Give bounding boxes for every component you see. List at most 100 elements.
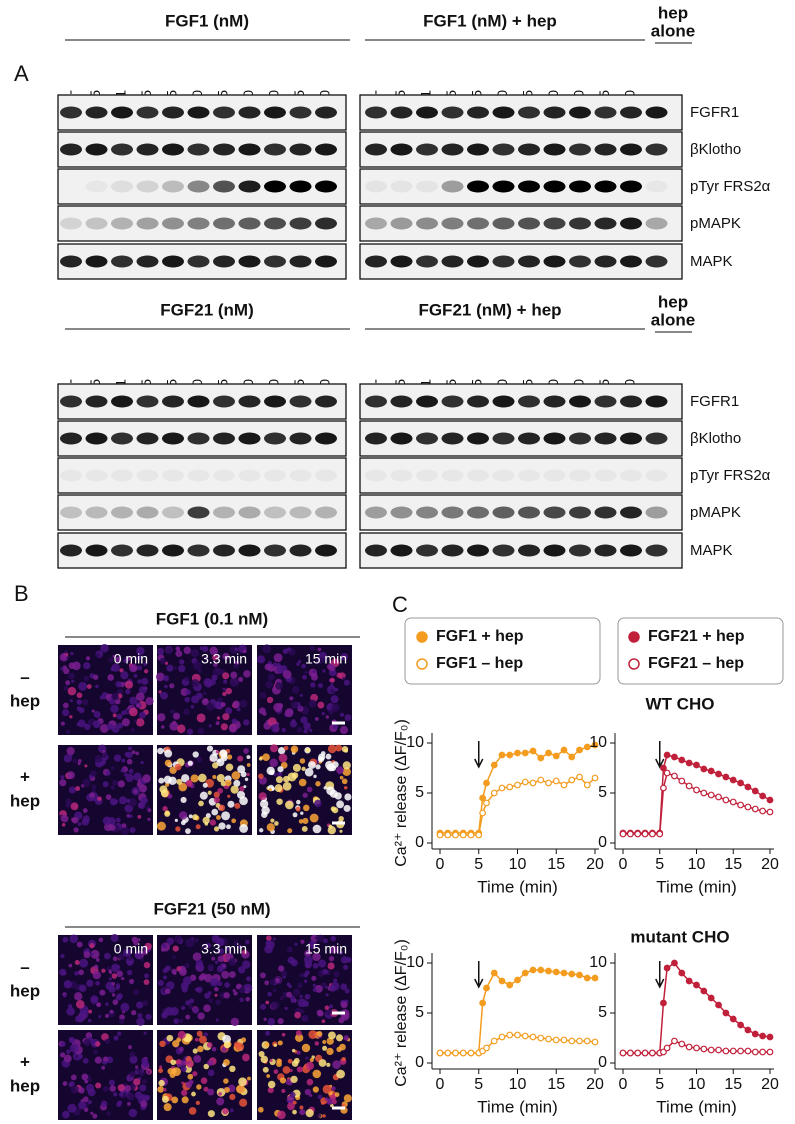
cell [178, 782, 188, 792]
cell [129, 696, 138, 705]
y-tick-label: 10 [589, 734, 607, 751]
cell [163, 775, 172, 784]
blot-band [543, 432, 566, 445]
row-label: pMAPK [690, 215, 741, 232]
cell [228, 958, 237, 967]
x-tick-label: 20 [761, 1076, 779, 1093]
data-point [744, 1026, 752, 1034]
cell [125, 688, 131, 695]
cell [111, 963, 120, 973]
blot-band [594, 143, 617, 156]
cell [302, 817, 309, 824]
cell [112, 779, 119, 786]
cell [213, 662, 218, 667]
cell [88, 1009, 93, 1014]
blot-band [187, 469, 210, 482]
data-point [545, 967, 552, 975]
cell [237, 765, 246, 774]
time-label: 0 min [114, 941, 148, 957]
cell [342, 761, 351, 770]
cell [92, 1113, 98, 1119]
cell [340, 956, 349, 964]
cell [159, 657, 166, 664]
cell [116, 970, 123, 978]
cell [223, 752, 228, 756]
cell [162, 943, 167, 949]
cell [339, 775, 344, 780]
blot-band [467, 506, 489, 519]
cell [99, 723, 109, 733]
cell [175, 650, 183, 658]
cell [65, 680, 71, 686]
cell [192, 1006, 200, 1014]
cell [279, 1077, 287, 1084]
blot-band [467, 255, 489, 268]
cell [111, 981, 116, 986]
blot-band [162, 143, 184, 156]
blot-band [85, 106, 108, 119]
cell [70, 1074, 77, 1081]
cell [62, 702, 69, 709]
cell [89, 942, 95, 949]
cell [128, 768, 134, 774]
cell [83, 675, 90, 682]
cell [193, 1055, 202, 1063]
cell [329, 985, 337, 992]
cell [115, 681, 122, 688]
cell [164, 749, 173, 758]
cell [332, 1099, 337, 1105]
cell [265, 1000, 270, 1005]
legend-label: FGF21 + hep [648, 628, 745, 645]
cell [63, 980, 72, 989]
blot-band [543, 143, 566, 156]
cell [165, 647, 173, 654]
cell [208, 991, 212, 995]
series-line [623, 771, 771, 835]
blot-frame [57, 457, 347, 494]
cell [118, 1018, 125, 1024]
blot-band [213, 106, 235, 119]
arrow-head [474, 978, 484, 989]
cell [325, 1008, 332, 1016]
cell [68, 1082, 73, 1088]
cell [76, 941, 83, 948]
cell [217, 948, 225, 955]
cell [108, 969, 112, 973]
data-point [737, 1021, 744, 1029]
cell [306, 786, 313, 793]
blot-band [365, 180, 387, 193]
data-point [685, 782, 693, 790]
legend-box [617, 617, 784, 685]
blot-band [441, 506, 464, 519]
cell [110, 704, 119, 714]
data-point [498, 1033, 506, 1041]
data-point [663, 751, 671, 759]
time-label: 0 min [114, 651, 148, 667]
blot-band [441, 180, 464, 193]
cell [303, 979, 308, 983]
cell [205, 942, 212, 949]
cell [69, 1043, 79, 1053]
blot-band [289, 506, 312, 519]
cell [343, 804, 351, 812]
cell [344, 988, 350, 994]
y-tick-label: 10 [406, 954, 424, 971]
data-point [634, 830, 642, 838]
cell [263, 1017, 267, 1021]
cell [66, 1049, 71, 1054]
blot-band [390, 506, 413, 519]
cell [216, 774, 225, 783]
blot-band [467, 217, 489, 230]
cell [341, 1103, 345, 1108]
blot-band [136, 106, 159, 119]
cell [287, 772, 297, 782]
cell [281, 1088, 286, 1094]
cell [126, 969, 133, 976]
cell [287, 828, 293, 834]
data-point [641, 830, 649, 838]
cell [90, 952, 94, 956]
dose-label: - [367, 379, 383, 384]
cell [239, 786, 245, 792]
data-point [529, 779, 537, 787]
cell [328, 1004, 334, 1009]
